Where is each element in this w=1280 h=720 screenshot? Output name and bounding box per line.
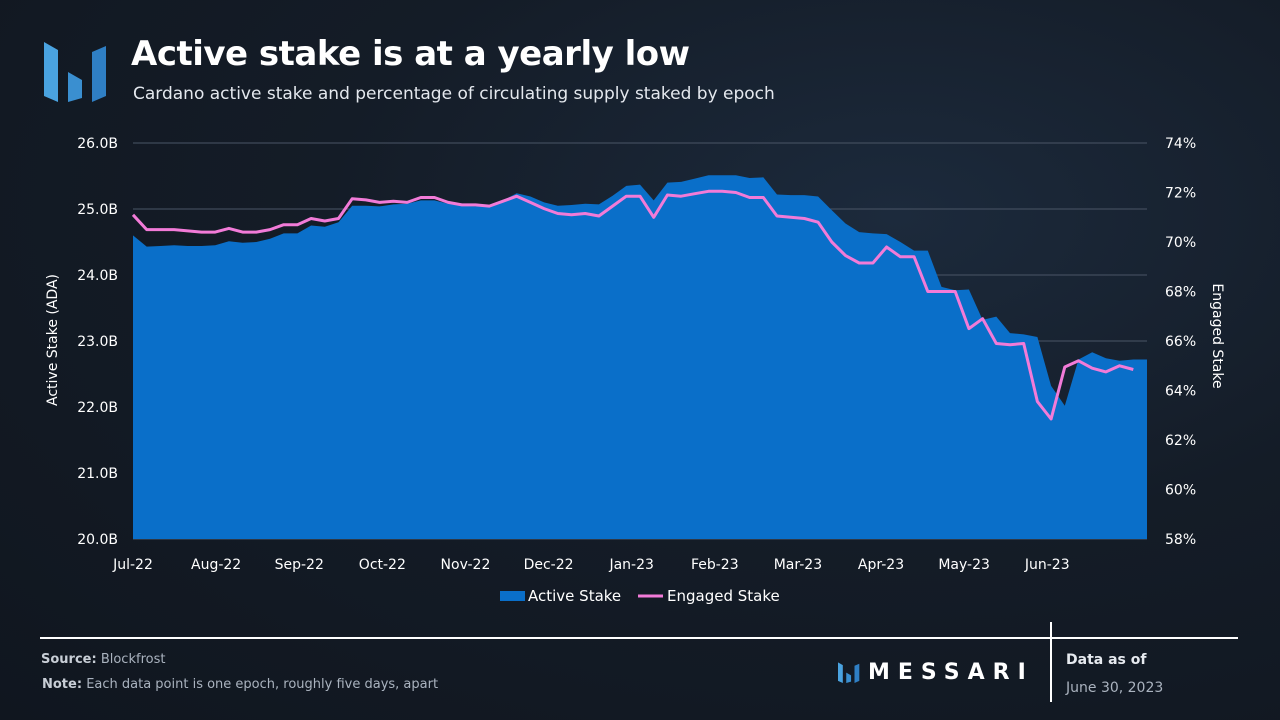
x-tick-label: Dec-22 [524,557,574,573]
y2-tick-label: 66% [1165,334,1196,350]
legend-active-stake-label: Active Stake [528,587,621,605]
note-label: Note: [42,677,83,692]
left-axis-ticks: 20.0B 21.0B 22.0B 23.0B 24.0B 25.0B 26.0B [77,136,118,548]
y2-tick-label: 72% [1165,186,1196,202]
y-tick-label: 24.0B [77,268,118,284]
x-tick-label: Nov-22 [441,557,491,573]
source-value: Blockfrost [100,652,166,667]
x-tick-label: May-23 [938,557,990,573]
messari-brand: MESSARI [838,660,1034,685]
y2-tick-label: 74% [1165,136,1196,152]
y2-tick-label: 64% [1165,384,1196,400]
messari-wordmark: MESSARI [868,660,1034,685]
data-as-of-date: June 30, 2023 [1066,680,1164,696]
y2-tick-label: 62% [1165,433,1196,449]
note-value: Each data point is one epoch, roughly fi… [86,677,439,692]
y-tick-label: 22.0B [77,400,118,416]
y2-tick-label: 68% [1165,285,1196,301]
x-tick-label: Apr-23 [858,557,904,573]
chart-title: Active stake is at a yearly low [131,34,690,74]
source-label: Source: [41,652,97,667]
x-tick-label: Mar-23 [774,557,822,573]
footer-divider [40,637,1238,639]
source-note: Source: Blockfrost [41,652,165,667]
y2-tick-label: 58% [1165,532,1196,548]
legend-engaged-stake-label: Engaged Stake [667,587,780,605]
x-tick-label: Sep-22 [275,557,324,573]
right-axis-ticks: 58% 60% 62% 64% 66% 68% 70% 72% 74% [1165,136,1196,548]
x-axis-ticks: Jul-22 Aug-22 Sep-22 Oct-22 Nov-22 Dec-22 Jan-… [112,557,1070,573]
y-tick-label: 20.0B [77,532,118,548]
y-tick-label: 23.0B [77,334,118,350]
x-tick-label: Jul-22 [112,557,153,573]
x-tick-label: Oct-22 [359,557,406,573]
engaged-stake-line [131,189,1134,421]
legend-active-stake-swatch [500,591,525,601]
data-as-of-label: Data as of [1066,652,1147,668]
chart: 20.0B 21.0B 22.0B 23.0B 24.0B 25.0B 26.0B 58% 6… [45,136,1225,605]
y-tick-label: 25.0B [77,202,118,218]
footnote: Note: Each data point is one epoch, roug… [42,677,438,692]
y-tick-label: 21.0B [77,466,118,482]
right-axis-label: Engaged Stake [1209,283,1225,388]
footer-vertical-divider [1050,622,1052,702]
x-tick-label: Feb-23 [691,557,739,573]
y-tick-label: 26.0B [77,136,118,152]
active-stake-area [133,175,1147,540]
left-axis-label: Active Stake (ADA) [45,274,61,406]
y2-tick-label: 60% [1165,483,1196,499]
messari-small-logo-icon [838,661,860,683]
legend: Active Stake Engaged Stake [500,587,780,605]
x-tick-label: Jan-23 [608,557,653,573]
messari-logo-icon [44,42,106,102]
y2-tick-label: 70% [1165,235,1196,251]
x-tick-label: Jun-23 [1024,557,1070,573]
chart-subtitle: Cardano active stake and percentage of c… [133,84,775,104]
x-tick-label: Aug-22 [191,557,241,573]
